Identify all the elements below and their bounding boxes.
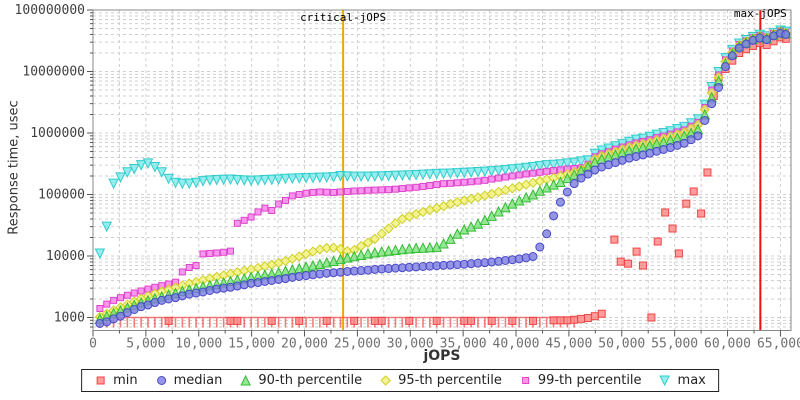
y-axis-title: Response time, usec xyxy=(6,100,22,235)
legend-label: max xyxy=(677,373,706,388)
legend-label: median xyxy=(173,373,223,388)
series-median xyxy=(95,28,791,328)
legend-item-95-th-percentile: 95-th percentile xyxy=(379,373,502,388)
max-jOPS-label: max-jOPS xyxy=(734,7,787,20)
critical-jOPS-label: critical-jOPS xyxy=(300,11,386,24)
max-marker-icon xyxy=(659,375,671,387)
x-tick-label: 10,000 xyxy=(175,337,222,352)
x-tick-label: 30,000 xyxy=(387,337,434,352)
min-marker-icon xyxy=(96,376,105,385)
legend-item-median: median xyxy=(155,373,223,388)
x-tick-label: 50,000 xyxy=(598,337,645,352)
axis-ticks: 0 5,000 10,000 15,000 20,000 25,000 30,000 35,0… xyxy=(15,3,800,352)
legend-item-90-th-percentile: 90-th percentile xyxy=(239,373,362,388)
series-min xyxy=(96,33,790,328)
legend-item-max: max xyxy=(659,373,706,388)
legend-label: 95-th percentile xyxy=(398,373,502,388)
95-th-percentile-marker-icon xyxy=(380,375,391,386)
x-tick-label: 0 xyxy=(89,337,97,352)
legend-item-min: min xyxy=(94,373,138,388)
median-marker-icon xyxy=(156,376,166,385)
x-tick-label: 45,000 xyxy=(545,337,592,352)
x-tick-label: 5,000 xyxy=(126,337,165,352)
legend-label: 90-th percentile xyxy=(258,373,363,388)
x-tick-label: 25,000 xyxy=(334,337,381,352)
90-th-percentile-marker-icon xyxy=(240,374,252,386)
legend-label: min xyxy=(113,373,138,388)
y-tick-label: 100000 xyxy=(38,188,85,203)
x-tick-label: 40,000 xyxy=(493,337,540,352)
y-tick-label: 10000 xyxy=(46,249,85,264)
x-tick-label: 60,000 xyxy=(704,337,751,352)
x-tick-label: 15,000 xyxy=(228,337,275,352)
x-axis-title: jOPS xyxy=(423,348,461,364)
x-tick-label: 55,000 xyxy=(651,337,698,352)
y-tick-label: 1000 xyxy=(54,311,85,326)
x-tick-label: 35,000 xyxy=(440,337,487,352)
legend-item-99-th-percentile: 99-th percentile xyxy=(519,373,642,388)
y-tick-label: 1000000 xyxy=(30,126,85,141)
x-tick-label: 65,000 xyxy=(757,337,800,352)
x-tick-label: 20,000 xyxy=(281,337,328,352)
99-th-percentile-marker-icon xyxy=(521,377,529,384)
legend: min median 90-th percentile 95-th percentil… xyxy=(81,369,719,392)
legend-label: 99-th percentile xyxy=(537,373,642,388)
y-tick-label: 10000000 xyxy=(22,65,85,80)
plot-border xyxy=(92,9,792,331)
y-tick-label: 100000000 xyxy=(15,3,85,18)
